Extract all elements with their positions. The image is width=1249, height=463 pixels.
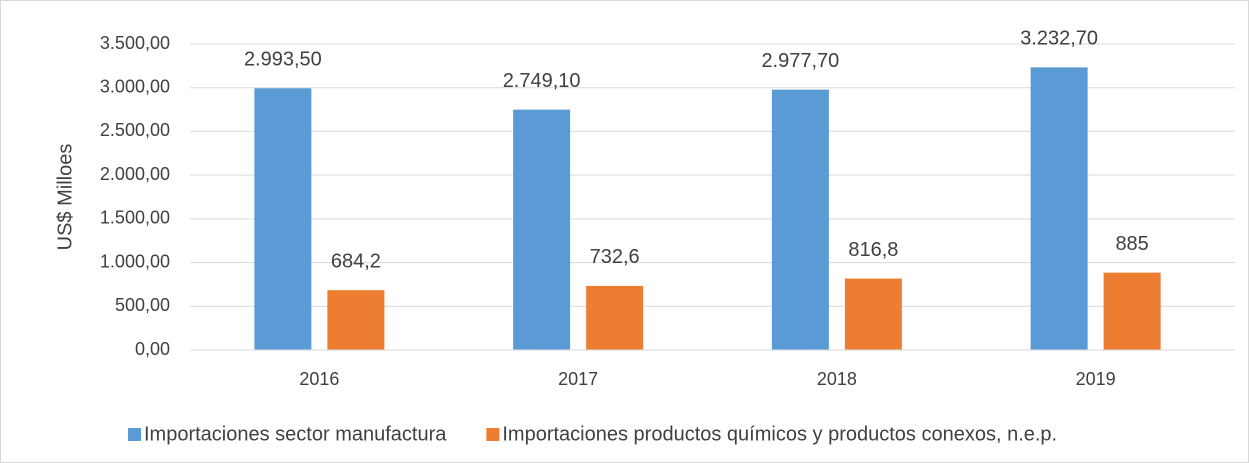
y-tick-label: 1.000,00 xyxy=(100,251,170,271)
bar xyxy=(586,285,644,350)
data-label: 816,8 xyxy=(848,239,898,261)
y-tick-label: 2.000,00 xyxy=(100,164,170,184)
x-tick-label: 2018 xyxy=(817,369,857,389)
bar xyxy=(254,88,312,351)
y-axis-label: US$ Milloes xyxy=(54,144,76,251)
y-tick-label: 0,00 xyxy=(135,339,170,359)
x-tick-label: 2019 xyxy=(1076,369,1116,389)
y-tick-label: 3.500,00 xyxy=(100,33,170,53)
legend-label: Importaciones productos químicos y produ… xyxy=(502,423,1057,445)
bar xyxy=(1030,67,1088,350)
data-label: 2.977,70 xyxy=(761,50,839,72)
y-tick-label: 3.000,00 xyxy=(100,76,170,96)
bar xyxy=(771,89,829,350)
bar xyxy=(513,109,571,350)
data-label: 732,6 xyxy=(590,246,640,268)
bar xyxy=(327,290,385,350)
legend-swatch xyxy=(128,428,141,441)
data-label: 2.749,10 xyxy=(503,70,581,92)
legend-label: Importaciones sector manufactura xyxy=(144,423,447,445)
data-label: 2.993,50 xyxy=(244,49,322,71)
x-tick-label: 2016 xyxy=(299,369,339,389)
y-tick-label: 500,00 xyxy=(115,295,170,315)
y-tick-label: 2.500,00 xyxy=(100,120,170,140)
data-label: 684,2 xyxy=(331,250,381,272)
bar xyxy=(1103,272,1161,350)
data-label: 885 xyxy=(1115,233,1148,255)
bar xyxy=(844,278,902,350)
y-tick-label: 1.500,00 xyxy=(100,208,170,228)
data-label: 3.232,70 xyxy=(1020,28,1098,50)
legend-swatch xyxy=(486,428,500,441)
x-tick-label: 2017 xyxy=(558,369,598,389)
